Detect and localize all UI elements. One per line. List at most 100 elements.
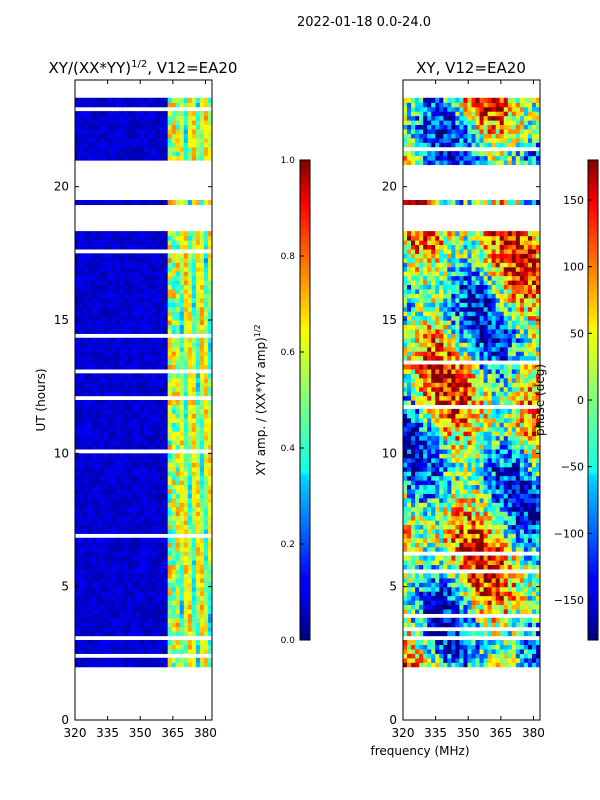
amp-heat-cell [87,648,92,654]
amp-heat-cell [111,524,116,530]
amp-heat-cell [111,306,116,312]
amp-heat-cell [167,537,173,543]
amp-heat-cell [107,622,112,628]
amp-heat-cell [143,417,149,423]
phase-heat-cell [427,586,432,592]
amp-heat-cell [143,515,149,521]
phase-heat-cell [415,577,420,583]
phase-heat-cell [475,653,481,659]
amp-heat-cell [163,542,169,548]
amp-heat-cell [191,266,197,272]
phase-heat-cell [431,520,436,526]
phase-heat-cell [435,457,440,463]
phase-heat-cell [443,617,448,623]
amp-heat-cell [167,137,173,143]
amp-heat-cell [167,386,173,392]
phase-heat-cell [507,586,513,592]
phase-heat-cell [475,542,481,548]
amp-heat-cell [151,528,157,534]
amp-heat-cell [191,537,197,543]
amp-panel: XY/(XX*YY)1/2, V12=EA20 320 335 350 365 380 … [34,59,237,740]
amp-heat-cell [75,253,80,259]
amp-heat-cell [91,546,96,552]
phase-heat-cell [435,608,440,614]
amp-heat-cell [87,613,92,619]
phase-heat-cell [523,595,529,601]
amp-heat-cell [111,644,116,650]
amp-heat-cell [115,200,120,206]
phase-heat-cell [447,506,452,512]
amp-heat-cell [131,400,137,406]
amp-heat-cell [103,608,108,614]
amp-heat-cell [179,626,185,632]
phase-heat-cell [423,608,428,614]
phase-heat-cell [423,577,428,583]
phase-heat-cell [415,520,420,526]
amp-heat-cell [199,511,205,517]
amp-heat-cell [75,280,80,286]
amp-heat-cell [175,111,181,117]
amp-heat-cell [131,511,137,517]
phase-heat-cell [523,577,529,583]
amp-heat-cell [163,582,169,588]
amp-heat-cell [91,137,96,143]
amp-heat-cell [155,560,161,566]
amp-heat-cell [191,111,197,117]
amp-heat-cell [171,155,177,161]
phase-heat-cell [439,582,444,588]
amp-heat-cell [159,435,165,441]
phase-heat-cell [459,466,465,472]
phase-heat-cell [487,533,493,539]
amp-heat-cell [143,413,149,419]
phase-heat-cell [523,488,529,494]
amp-heat-cell [191,275,197,281]
amp-heat-cell [183,266,189,272]
phase-heat-cell [487,471,493,477]
phase-heat-cell [479,555,485,561]
amp-heat-cell [147,648,153,654]
amp-heat-cell [163,595,169,601]
phase-heat-cell [535,524,540,530]
amp-heat-cell [207,337,212,343]
amp-heat-cell [111,604,116,610]
amp-heat-cell [75,617,80,623]
phase-heat-cell [407,591,412,597]
amp-heat-cell [207,502,212,508]
amp-heat-cell [199,111,205,117]
phase-heat-cell [459,533,465,539]
amp-heat-cell [83,435,88,441]
amp-heat-cell [127,271,133,277]
amp-heat-cell [187,551,193,557]
amp-heat-cell [159,444,165,450]
amp-heat-cell [123,564,128,570]
amp-heat-cell [95,120,100,126]
amp-heat-cell [203,257,209,263]
amp-heat-cell [191,462,197,468]
amp-heat-cell [95,457,100,463]
phase-heat-cell [487,475,493,481]
amp-heat-cell [123,551,128,557]
amp-heat-cell [199,631,205,637]
amp-heat-cell [191,386,197,392]
amp-heat-cell [191,528,197,534]
amp-heat-cell [151,582,157,588]
amp-heat-cell [91,608,96,614]
amp-heat-cell [95,502,100,508]
amp-heat-cell [139,111,145,117]
amp-heat-cell [203,280,209,286]
phase-heat-cell [523,560,529,566]
amp-heat-cell [119,564,124,570]
phase-heat-cell [467,515,473,521]
phase-heat-cell [519,533,525,539]
amp-heat-cell [175,613,181,619]
amp-heat-cell [183,444,189,450]
amp-heat-cell [131,311,137,317]
phase-heat-cell [443,582,448,588]
phase-heat-cell [511,617,517,623]
amp-heat-cell [91,595,96,601]
amp-heat-cell [79,546,84,552]
amp-heat-cell [191,564,197,570]
amp-heat-cell [103,280,108,286]
phase-heat-cell [499,471,505,477]
amp-heat-cell [143,391,149,397]
